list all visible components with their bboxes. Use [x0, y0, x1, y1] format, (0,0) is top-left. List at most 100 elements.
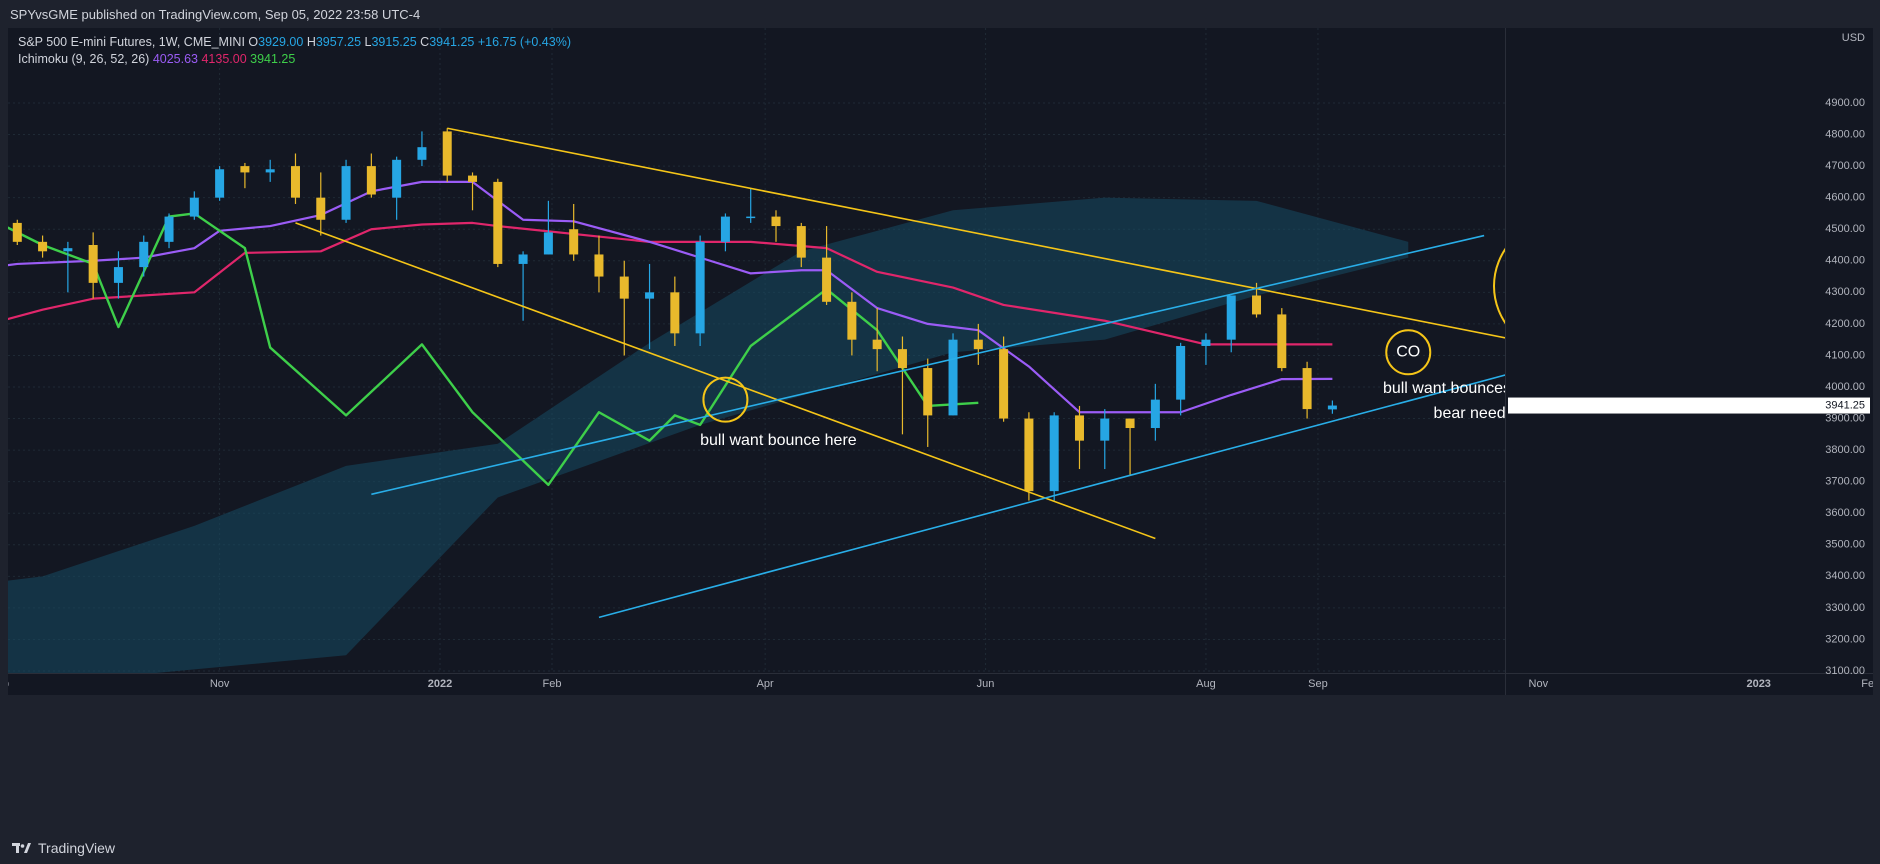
- time-tick-label: Feb: [543, 678, 562, 690]
- price-chart[interactable]: weak cloud to exit bear trendCObull want…: [8, 28, 1873, 831]
- time-tick-label: 2022: [428, 678, 452, 690]
- annotation-text: bear needs to break by Nov: [1434, 405, 1631, 422]
- kijun-sen-line: [8, 221, 1333, 346]
- price-tick-label: 3200.00: [1825, 633, 1865, 645]
- tradingview-icon: [12, 843, 31, 853]
- candle-body: [265, 169, 275, 173]
- currency-label: USD: [1842, 32, 1865, 44]
- candle-body: [215, 169, 225, 198]
- annotation-text: bull want bounce here: [700, 432, 857, 449]
- candle-body: [948, 339, 958, 416]
- candle-body: [720, 216, 730, 242]
- candle-body: [796, 226, 806, 258]
- trendline-lower-blue: [598, 374, 1505, 619]
- candle-body: [1176, 345, 1186, 400]
- candle-body: [417, 147, 427, 160]
- candle-body: [1327, 405, 1337, 410]
- last-price-label: 3941.25: [1825, 399, 1865, 411]
- time-tick-label: 2023: [1746, 678, 1770, 690]
- candle-body: [695, 241, 705, 334]
- price-tick-label: 4100.00: [1825, 349, 1865, 361]
- candle-body: [872, 339, 882, 350]
- plot-layer: weak cloud to exit bear trendCObull want…: [8, 28, 1631, 673]
- price-tick-label: 3900.00: [1825, 412, 1865, 424]
- annotation-text: CO: [1396, 344, 1420, 361]
- time-tick-label: Aug: [1196, 678, 1216, 690]
- candle-body: [1252, 295, 1262, 315]
- footer-bar: TradingView: [0, 831, 1880, 864]
- time-tick-label: Sep: [1308, 678, 1328, 690]
- trendline-upper-yellow: [447, 127, 1505, 339]
- price-tick-label: 4600.00: [1825, 192, 1865, 204]
- candle-body: [923, 368, 933, 416]
- candle-body: [619, 276, 629, 299]
- candle-body: [38, 241, 48, 252]
- time-axis: JunJulSepNov2022FebAprJunAugSepNov2023Fe…: [8, 678, 1873, 690]
- candle-body: [366, 166, 376, 195]
- time-tick-label: Jun: [977, 678, 995, 690]
- candle-body: [746, 216, 756, 219]
- candle-body: [88, 245, 98, 283]
- candle-body: [392, 159, 402, 198]
- price-tick-label: 4300.00: [1825, 286, 1865, 298]
- co-circle: [1385, 329, 1432, 376]
- chart-area[interactable]: weak cloud to exit bear trendCObull want…: [8, 28, 1873, 831]
- price-axis: USD 4900.00 4800.00 4700.00 4600.00 4500.00 44…: [1508, 32, 1870, 677]
- annotation-text: bull want bounces here up: [1383, 380, 1570, 397]
- candle-body: [1226, 295, 1236, 340]
- price-tick-label: 4900.00: [1825, 97, 1865, 109]
- candle-body: [670, 292, 680, 334]
- publisher-bar: SPYvsGME published on TradingView.com, S…: [0, 0, 1880, 28]
- candle-body: [973, 339, 983, 350]
- candle-body: [897, 349, 907, 369]
- candle-body: [341, 166, 351, 220]
- candle-body: [822, 257, 832, 302]
- candle-body: [999, 349, 1009, 419]
- tradingview-logo[interactable]: TradingView: [12, 840, 115, 856]
- candle-body: [518, 254, 528, 264]
- candle-body: [1277, 314, 1287, 369]
- candle-body: [847, 301, 857, 340]
- price-tick-label: 4400.00: [1825, 255, 1865, 267]
- candle-body: [1074, 415, 1084, 441]
- candle-body: [1049, 415, 1059, 492]
- price-tick-label: 3800.00: [1825, 444, 1865, 456]
- time-tick-label: Nov: [210, 678, 230, 690]
- candle-body: [645, 292, 655, 299]
- candle-body: [771, 216, 781, 227]
- price-tick-label: 3300.00: [1825, 602, 1865, 614]
- price-tick-label: 4200.00: [1825, 318, 1865, 330]
- price-tick-label: 3700.00: [1825, 476, 1865, 488]
- price-tick-label: 4000.00: [1825, 381, 1865, 393]
- price-axis-background: [1505, 28, 1873, 673]
- time-tick-label: Sep: [8, 678, 9, 690]
- candle-body: [139, 241, 149, 268]
- bull-bounce-circle: [702, 376, 749, 423]
- candle-body: [543, 232, 553, 255]
- candle-body: [468, 175, 478, 182]
- candle-body: [290, 166, 300, 198]
- time-tick-label: Nov: [1529, 678, 1549, 690]
- price-tick-label: 3100.00: [1825, 665, 1865, 677]
- candle-body: [594, 254, 604, 277]
- candle-body: [1201, 339, 1211, 346]
- candle-body: [442, 131, 452, 176]
- price-tick-label: 3400.00: [1825, 570, 1865, 582]
- candle-body: [189, 197, 199, 217]
- price-tick-label: 3600.00: [1825, 507, 1865, 519]
- candle-body: [316, 197, 326, 220]
- trendline-upper-blue: [371, 234, 1485, 496]
- candle-body: [63, 248, 73, 252]
- candle-body: [1100, 418, 1110, 441]
- brand-name: TradingView: [38, 840, 116, 856]
- time-tick-label: Feb: [1861, 678, 1873, 690]
- candle-body: [240, 166, 250, 173]
- candle-body: [569, 229, 579, 255]
- price-tick-label: 4700.00: [1825, 160, 1865, 172]
- candle-body: [1024, 418, 1034, 492]
- candle-body: [113, 267, 123, 283]
- ichimoku-cloud-bullish: [8, 197, 1409, 673]
- candle-body: [1125, 418, 1135, 429]
- trendline-lower-yellow: [295, 222, 1156, 540]
- last-price-label-background: [1508, 397, 1870, 414]
